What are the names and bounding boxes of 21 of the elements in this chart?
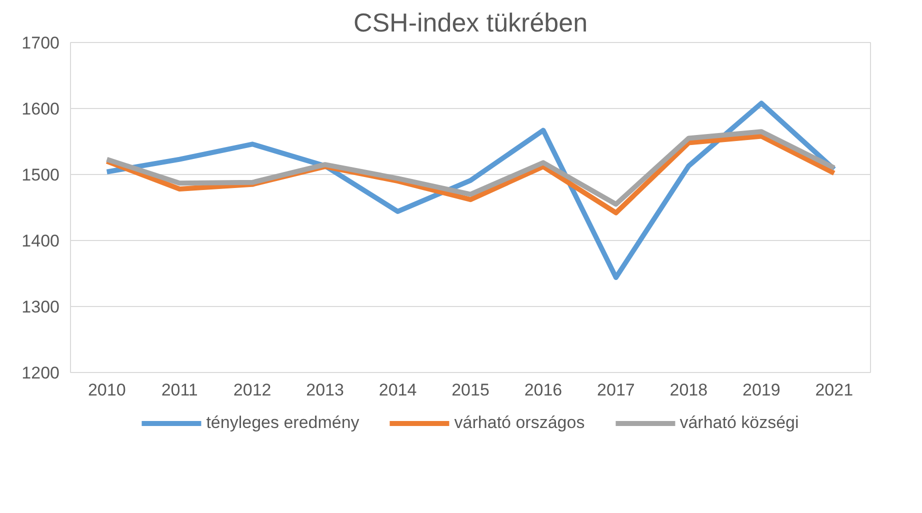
y-tick-label: 1300: [22, 298, 60, 316]
y-tick-label: 1500: [22, 166, 60, 184]
x-tick-label: 2012: [233, 380, 272, 400]
y-tick-label: 1600: [22, 100, 60, 118]
chart-title: CSH-index tükrében: [353, 8, 588, 38]
y-tick-label: 1700: [22, 34, 60, 52]
x-tick-label: 2011: [161, 380, 198, 400]
legend-label: várható községi: [680, 413, 799, 433]
x-tick-label: 2013: [306, 380, 344, 400]
y-tick-label: 1200: [22, 364, 60, 382]
x-tick-label: 2014: [378, 380, 417, 400]
legend-label: tényleges eredmény: [206, 413, 360, 433]
x-tick-label: 2021: [815, 380, 854, 400]
x-tick-label: 2010: [88, 380, 126, 400]
y-tick-label: 1400: [22, 232, 60, 250]
x-tick-label: 2015: [452, 380, 490, 400]
x-tick-label: 2016: [524, 380, 562, 400]
x-tick-label: 2018: [670, 380, 708, 400]
x-tick-label: 2017: [597, 380, 635, 400]
legend-label: várható országos: [454, 413, 585, 433]
x-tick-label: 2019: [742, 380, 780, 400]
